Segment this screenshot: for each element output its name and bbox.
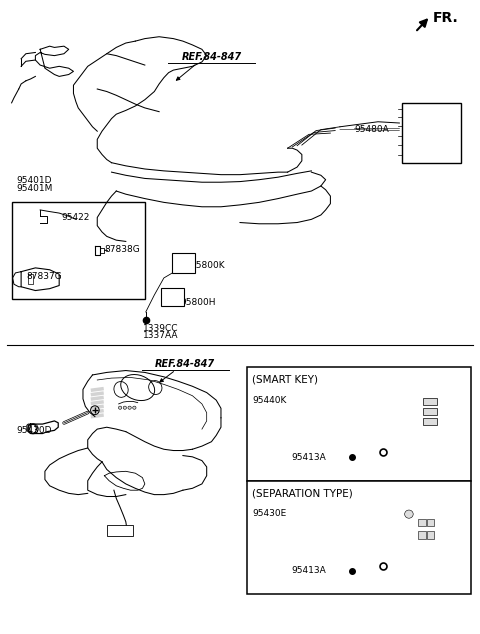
Text: REF.84-847: REF.84-847 — [155, 359, 216, 368]
Bar — [12, 202, 145, 299]
Text: (SEPARATION TYPE): (SEPARATION TYPE) — [252, 488, 353, 498]
Bar — [419, 519, 426, 526]
Ellipse shape — [119, 406, 122, 410]
Text: 95800H: 95800H — [180, 298, 216, 307]
Bar — [161, 288, 184, 306]
Text: 1337AA: 1337AA — [143, 332, 178, 340]
Bar — [107, 525, 133, 536]
Bar — [423, 418, 437, 425]
Bar — [427, 531, 434, 539]
Bar — [427, 519, 434, 526]
Text: 1339CC: 1339CC — [143, 324, 178, 333]
Text: REF.84-847: REF.84-847 — [181, 52, 241, 62]
Text: 87838G: 87838G — [104, 245, 140, 254]
Text: 95401M: 95401M — [16, 184, 53, 193]
Text: 95413A: 95413A — [291, 453, 326, 462]
Text: 95440K: 95440K — [252, 396, 286, 404]
Ellipse shape — [128, 406, 131, 410]
Text: 95430D: 95430D — [16, 426, 52, 435]
Ellipse shape — [123, 406, 127, 410]
Text: 87837G: 87837G — [26, 271, 61, 281]
Text: 95422: 95422 — [61, 213, 90, 222]
Bar — [419, 531, 426, 539]
Text: (SMART KEY): (SMART KEY) — [252, 375, 318, 385]
Text: 95800K: 95800K — [190, 261, 225, 270]
Text: 95430E: 95430E — [252, 509, 286, 518]
Bar — [423, 398, 437, 404]
Text: 95413A: 95413A — [291, 566, 326, 575]
Bar — [423, 408, 437, 415]
Ellipse shape — [405, 510, 413, 518]
Bar — [172, 253, 195, 273]
Ellipse shape — [132, 406, 136, 410]
Bar — [247, 367, 471, 481]
Bar — [247, 481, 471, 594]
Text: FR.: FR. — [432, 11, 458, 25]
Text: 95480A: 95480A — [354, 125, 389, 134]
Bar — [402, 103, 461, 163]
Text: 95401D: 95401D — [16, 176, 52, 185]
